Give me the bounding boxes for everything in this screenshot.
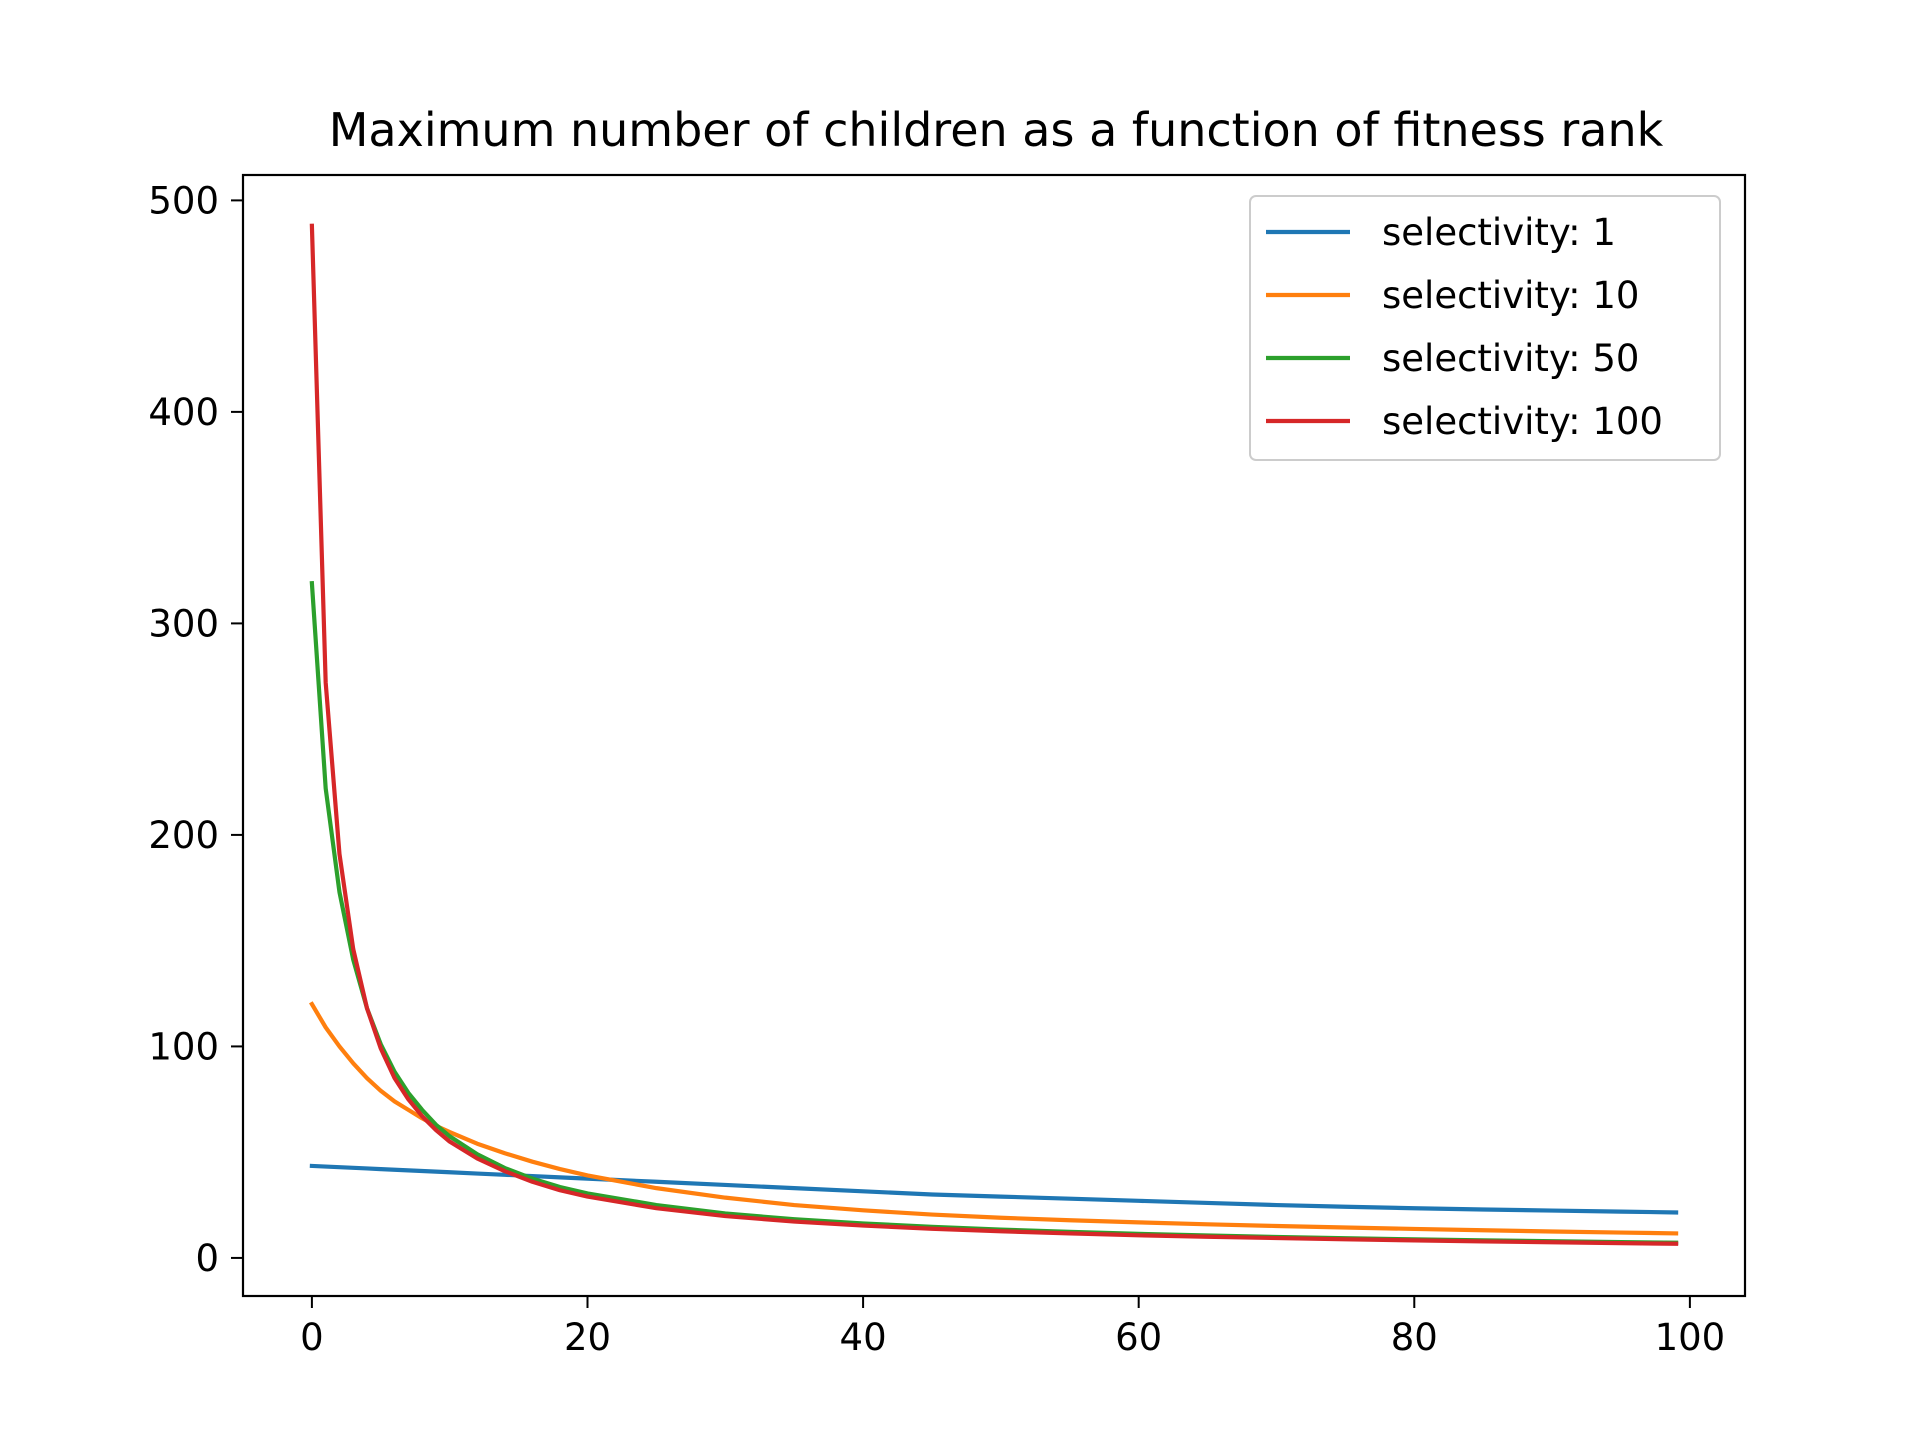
legend-label-1: selectivity: 1 (1382, 211, 1616, 254)
x-tick-label: 0 (300, 1316, 324, 1359)
y-tick-label: 500 (148, 179, 219, 222)
series-line-2 (309, 1001, 1679, 1236)
x-tick-label: 100 (1655, 1316, 1726, 1359)
plot-area: 0 20 40 60 80 100 0 100 200 300 400 500 (148, 173, 1747, 1359)
y-tick-label: 0 (195, 1237, 219, 1280)
series-line-4 (309, 223, 1679, 1246)
x-tick-label: 80 (1391, 1316, 1438, 1359)
legend: selectivity: 1 selectivity: 10 selectivity… (1249, 195, 1721, 461)
x-tick-label: 40 (840, 1316, 887, 1359)
series-line-3 (309, 580, 1679, 1245)
chart-title: Maximum number of children as a function… (329, 103, 1664, 157)
legend-label-2: selectivity: 10 (1382, 274, 1639, 317)
x-tick-label: 60 (1115, 1316, 1162, 1359)
y-tick-label: 400 (148, 391, 219, 434)
y-tick-label: 300 (148, 602, 219, 645)
x-tick-label: 20 (564, 1316, 611, 1359)
y-tick-label: 200 (148, 814, 219, 857)
legend-box (1249, 195, 1721, 461)
axes-frame (241, 173, 1747, 1298)
legend-label-4: selectivity: 100 (1382, 400, 1663, 443)
y-tick-label: 100 (148, 1025, 219, 1068)
legend-label-3: selectivity: 50 (1382, 337, 1639, 380)
